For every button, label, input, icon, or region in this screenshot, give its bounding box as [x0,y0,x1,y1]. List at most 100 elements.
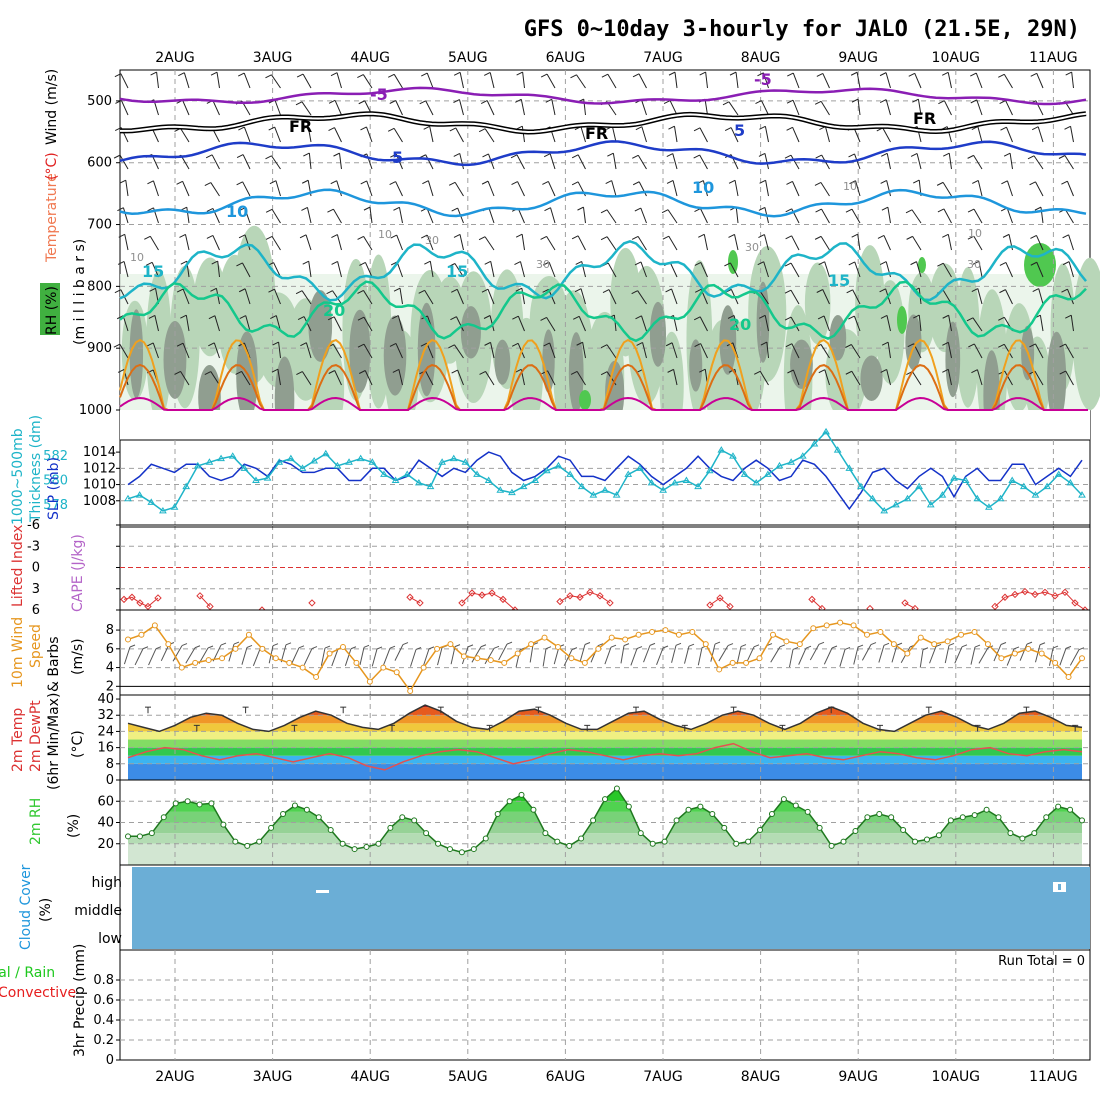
wind-barb-flag [453,233,461,238]
w10-barb-flag [246,644,253,648]
wind-barb-flag [1034,206,1042,211]
dewpt2m-line [127,742,1083,771]
thickness-line-point [775,461,784,469]
thickness-line-point [542,466,551,474]
wind-barb-flag [634,261,642,266]
rh2m-line-point [1007,830,1014,837]
wind-barb-shaft [393,74,403,89]
wind-barb-flag [176,342,184,347]
thickness-line-point [345,458,353,465]
wind-barb-flag [759,125,766,130]
rh2m-line-point [959,814,966,821]
w10-barb-shaft [1059,648,1067,666]
thickness-line-point [915,482,924,490]
w10-barb-flag [662,645,669,649]
wind-barb-shaft [577,235,586,251]
w10-barb-shaft [671,645,677,663]
wind10m-speed-line-point [568,655,575,662]
w10-barb-flag [480,644,487,648]
w10-barb-flag [727,643,734,647]
w10-barb-flag [454,644,461,648]
wind-barb-flag [728,368,736,373]
thickness-line-point [659,486,668,493]
wind10m-speed-line-point [514,650,521,657]
precip-tick-label: 0.8 [93,973,114,988]
rh2m-line-point [888,814,895,821]
label-5: 5 [392,148,403,167]
w10-barb-shaft [853,646,859,665]
w10-barb-shaft [710,643,716,662]
wind10m-speed-line-point [864,631,871,638]
wind-barb-shaft [672,153,678,170]
w10-barb-flag [363,644,370,648]
wind10m-speed-line-point [622,636,629,643]
li-axis: -6 -3 0 3 6 [27,518,1090,618]
rh2m-line-point [757,826,764,833]
lifted-index-point [416,599,424,607]
wind-barb-shaft [764,153,769,170]
temp-band [128,747,1082,756]
wind-barb-shaft [211,154,220,170]
wind-barb-flag [784,262,792,267]
wind-barb-shaft [241,371,251,386]
bottom-date-axis: 2AUG 3AUG 4AUG 5AUG 6AUG 7AUG 8AUG 9AUG 10AUG 11A… [155,1069,1077,1085]
label-10-b: 10 [692,178,714,197]
wind-barb-flag [881,152,888,157]
wind-barb-flag [150,71,157,76]
thickness-unit-label: Thickness (dm) [28,415,44,523]
w10-barb-flag [948,642,955,646]
wind-barb-flag [478,128,486,133]
li-tick-label: -3 [27,539,40,554]
w10-barb-flag [207,645,214,649]
rh2m-line-point [232,838,239,845]
wind-barb-shaft [334,127,342,143]
thickness-line-point [729,452,737,459]
wind-barb-flag [1030,234,1037,239]
wind-barb-flag [912,98,919,103]
wind-barb-shaft [424,290,434,305]
wind-barb-shaft [485,371,495,386]
wind-barb-shaft [791,235,800,251]
wind-barb-shaft [947,369,952,386]
wind-barb-flag [236,262,243,267]
wind-barb-flag [699,71,706,76]
slp-tick-label: 1008 [83,494,116,509]
thickness-line-point [380,470,388,477]
wind-barb-flag [1062,261,1070,266]
wind10m-speed-line-point [232,645,239,652]
wind-barb-flag [699,368,706,373]
wind-barb-shaft [490,342,495,359]
wind10m-speed-line-point [796,641,803,648]
wind-barb-shaft [885,99,891,116]
wind-barb-flag [668,71,676,76]
wind-barb-shaft [182,100,190,116]
w10-barb-flag [402,642,409,645]
wind-barb-flag [845,208,853,213]
label-20-b: 20 [729,315,751,334]
thickness-line-point [868,494,877,502]
wind-barb-shaft [790,316,800,332]
temperature-axis-label: Temperature [44,173,60,263]
wind-barb-shaft [699,154,708,170]
wind-barb-shaft [333,316,342,332]
wind-barb-flag [574,288,582,293]
wind-barb-flag [420,234,428,239]
wind-barb-flag [665,288,672,293]
wind-barb-flag [328,127,335,132]
wind-barb-flag [359,370,366,374]
w10-barb-shaft [280,644,287,663]
wind-barb-flag [1003,152,1011,157]
wind-barb-shaft [486,100,495,116]
wind-barb-shaft [611,180,617,197]
pressure-tick-label: 900 [87,341,112,356]
rh2m-line-point [709,811,716,817]
rh2m-line-point [244,842,251,849]
thickness-line-point [159,506,167,514]
wind10m-speed-line-point [635,631,642,638]
wind-barb-shaft [336,180,342,197]
wind-barb-shaft [764,315,769,332]
wind-barb-flag [728,233,735,238]
wind-barb-shaft [674,72,678,89]
wind-barb-shaft [700,208,708,224]
